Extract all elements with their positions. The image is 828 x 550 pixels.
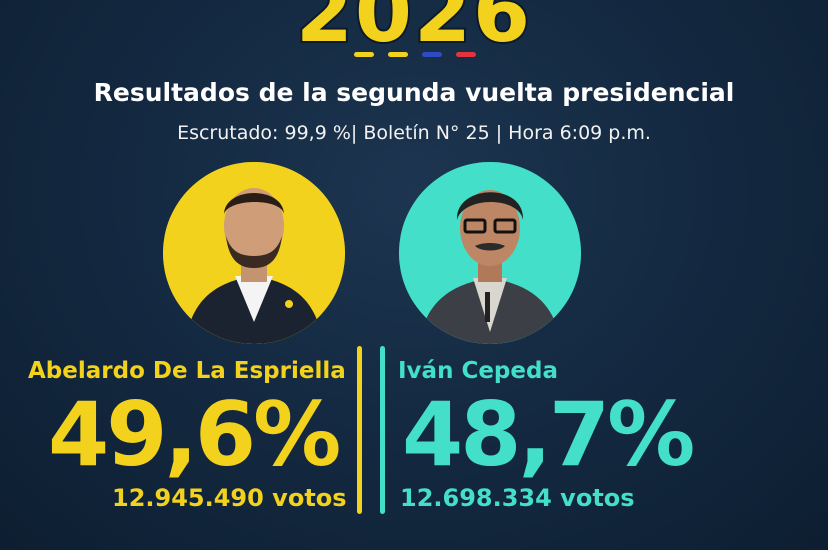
candidate-1-percent: 49,6% xyxy=(48,383,341,486)
dash-red xyxy=(456,52,476,57)
candidate-1-votes: 12.945.490 votos xyxy=(112,484,347,512)
candidate-1-photo xyxy=(163,162,345,344)
candidate-2-name: Iván Cepeda xyxy=(398,358,558,384)
candidate-1-name: Abelardo De La Espriella xyxy=(28,358,346,384)
page-subtitle: Escrutado: 99,9 %| Boletín N° 25 | Hora … xyxy=(177,122,651,144)
candidate-portrait-icon xyxy=(163,162,345,344)
dash-blue xyxy=(422,52,442,57)
divider-yellow xyxy=(357,346,362,514)
candidate-2-percent: 48,7% xyxy=(402,383,695,486)
year-logo: 2026 xyxy=(294,0,533,63)
candidate-2-votes: 12.698.334 votos xyxy=(400,484,635,512)
dash-yellow-2 xyxy=(388,52,408,57)
dash-yellow-1 xyxy=(354,52,374,57)
divider-teal xyxy=(380,346,385,514)
flag-dashes xyxy=(354,52,476,58)
candidate-2-photo xyxy=(399,162,581,344)
candidate-portrait-icon xyxy=(399,162,581,344)
page-title: Resultados de la segunda vuelta presiden… xyxy=(93,78,735,107)
